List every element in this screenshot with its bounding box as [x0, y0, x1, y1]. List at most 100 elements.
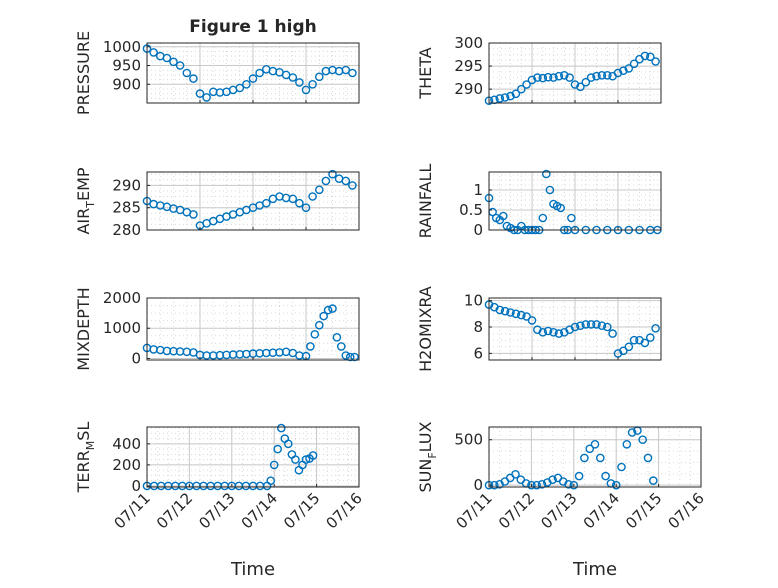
y-tick-label: 0 [473, 221, 483, 239]
subplot-4: 0 0.5 1 RAINFALL [416, 164, 662, 239]
data-series [484, 51, 660, 105]
data-point [527, 75, 537, 85]
data-point [608, 329, 617, 338]
data-point [649, 476, 658, 485]
axes-frame [146, 426, 360, 488]
data-point [640, 51, 650, 61]
data-point [341, 351, 351, 360]
data-point [314, 185, 324, 195]
data-point [308, 80, 317, 89]
data-point [597, 321, 607, 331]
data-series [484, 300, 660, 358]
data-point [527, 316, 537, 325]
data-point [640, 338, 650, 348]
data-point [517, 310, 526, 320]
data-point [624, 64, 634, 73]
data-point [646, 333, 655, 342]
data-point [283, 439, 293, 449]
y-axis-label: PRESSURE [74, 31, 93, 115]
y-axis-label: THETA [416, 47, 435, 99]
data-point [533, 73, 542, 82]
data-point [517, 84, 526, 94]
subplot-6: 6 8 10 H2OMIXRA [416, 286, 662, 372]
data-point [549, 327, 558, 337]
axes-background [489, 427, 701, 487]
data-point [348, 181, 357, 190]
data-point [651, 57, 660, 66]
axes-background [147, 427, 359, 487]
data-point [328, 169, 337, 179]
data-point [611, 480, 621, 490]
axes-frame [488, 426, 702, 488]
data-point [543, 72, 553, 82]
data-point [195, 89, 205, 98]
data-point [549, 73, 558, 82]
data-point [248, 74, 258, 83]
data-point [527, 480, 536, 490]
ylabel-part: AIR [74, 208, 93, 235]
data-point [314, 72, 324, 82]
data-point [613, 68, 623, 78]
y-tick-label: 290 [454, 80, 483, 98]
data-point [542, 169, 551, 179]
data-point [495, 305, 505, 315]
major-grid [489, 427, 701, 487]
subplot-2: 290 295 300 THETA [416, 34, 662, 105]
data-point [629, 335, 639, 345]
data-point [643, 453, 653, 463]
data-point [341, 176, 351, 186]
ylabel-part: TERR [74, 450, 93, 493]
y-tick-label: 6 [473, 344, 483, 362]
subplot-5: 0 1000 2000 MIXDEPTH [74, 287, 360, 371]
data-point [651, 323, 660, 333]
major-grid [147, 427, 359, 487]
data-point [202, 93, 211, 102]
data-point [556, 203, 566, 213]
data-point [498, 211, 508, 221]
major-grid [489, 298, 661, 360]
y-tick-label: 0 [131, 349, 141, 367]
y-tick-label: 1000 [103, 319, 141, 337]
y-tick-label: 0.5 [459, 201, 483, 219]
y-tick-label: 200 [112, 456, 141, 474]
data-point [538, 213, 548, 223]
data-point [545, 185, 555, 195]
y-tick-label: 1000 [103, 38, 141, 56]
ylabel-subscript: M [84, 441, 97, 451]
data-point [291, 455, 300, 464]
data-point [629, 59, 639, 69]
data-point [273, 444, 283, 454]
data-point [548, 475, 557, 485]
data-point [189, 74, 198, 83]
data-series [142, 44, 357, 102]
data-point [564, 479, 573, 489]
data-point [350, 352, 359, 362]
subplot-3: 280 285 290 AIRTEMP [74, 167, 360, 239]
data-point [242, 80, 251, 89]
data-point [617, 462, 626, 472]
data-point [565, 73, 574, 82]
y-axis-label: SUNFLUX [416, 421, 439, 492]
data-point [266, 476, 276, 486]
data-point [597, 71, 607, 80]
data-point [288, 194, 298, 204]
data-point [570, 80, 580, 89]
data-point [345, 352, 355, 362]
y-tick-label: 2000 [103, 289, 141, 307]
ylabel-part: LUX [416, 421, 435, 452]
y-tick-label: 0 [473, 476, 483, 494]
x-axis-label: Time [230, 559, 275, 580]
data-point [646, 52, 655, 62]
data-point [506, 91, 515, 101]
y-axis-label: TERRMSL [74, 422, 97, 494]
data-point [506, 308, 515, 317]
data-point [500, 93, 510, 102]
data-series [142, 169, 357, 230]
data-point [169, 57, 178, 67]
data-point [590, 439, 600, 449]
y-axis-label: AIRTEMP [74, 167, 97, 234]
y-tick-label: 400 [112, 435, 141, 453]
data-point [576, 321, 585, 331]
